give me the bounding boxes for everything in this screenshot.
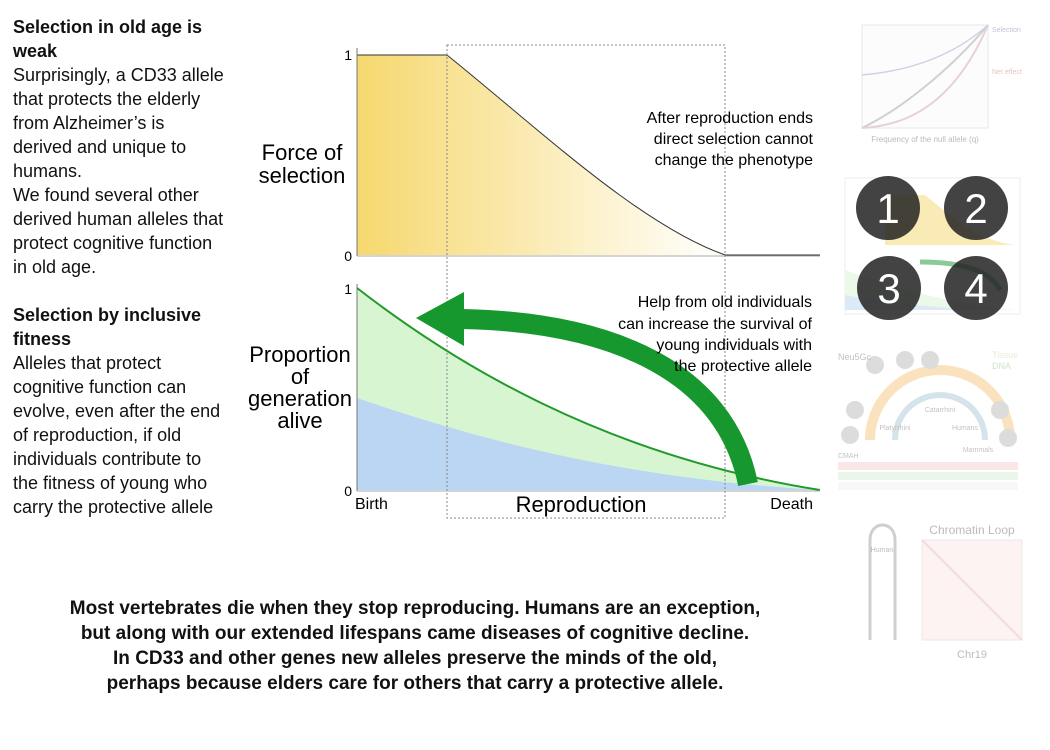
annotation: change the phenotype bbox=[655, 152, 813, 169]
y-tick-label: 1 bbox=[344, 47, 352, 63]
thumb-steps[interactable]: 1 2 3 4 bbox=[844, 176, 1021, 320]
thumb-text: Platyrrhini bbox=[879, 425, 911, 432]
section-heading: Selection by inclusive fitness bbox=[13, 305, 202, 349]
thumb-text: Selection bbox=[992, 27, 1021, 34]
thumb-text: Tissue bbox=[992, 350, 1018, 360]
thumb-text: Frequency of the null allele (q) bbox=[871, 135, 979, 144]
selection-curve bbox=[357, 54, 820, 256]
step-number: 1 bbox=[876, 185, 899, 232]
thumb-plot[interactable]: Frequency of the null allele (q) Selecti… bbox=[861, 24, 1022, 144]
caption-line: but along with our extended lifespans ca… bbox=[80, 623, 750, 644]
annotation: the protective allele bbox=[674, 358, 812, 375]
y-label: alive bbox=[277, 408, 322, 433]
step-badge bbox=[856, 176, 920, 240]
caption-line: Most vertebrates die when they stop repr… bbox=[69, 598, 761, 619]
thumb-text: DNA bbox=[992, 361, 1011, 371]
arrow-head bbox=[416, 292, 464, 346]
baseline-area bbox=[357, 398, 820, 490]
survival-curve bbox=[356, 287, 821, 491]
y-label: generation bbox=[248, 386, 352, 411]
thumb-text: Humans bbox=[952, 425, 979, 432]
section: Selection by inclusive fitness Alleles th… bbox=[13, 303, 225, 519]
y-label: Force of bbox=[262, 140, 344, 165]
thumb-text: Chromatin Loop bbox=[929, 523, 1015, 537]
step-number: 3 bbox=[877, 265, 900, 312]
step-number: 2 bbox=[964, 185, 987, 232]
y-label: Proportion bbox=[249, 342, 351, 367]
left-text: Selection in old age is weak Surprisingly… bbox=[13, 15, 225, 543]
thumb-text: Chr19 bbox=[957, 649, 987, 661]
y-tick-label: 0 bbox=[344, 248, 352, 264]
thumb-text: Mammals bbox=[963, 447, 994, 454]
caption-line: In CD33 and other genes new alleles pres… bbox=[113, 648, 717, 669]
annotation: Help from old individuals bbox=[638, 294, 812, 311]
thumb-text: Net effect bbox=[992, 69, 1022, 76]
y-tick-label: 1 bbox=[344, 281, 352, 297]
x-label: Death bbox=[770, 496, 813, 513]
thumb-text: Neu5Gc bbox=[838, 352, 872, 362]
thumb-chromatin[interactable]: Chromatin Loop Chr19 Human bbox=[868, 523, 1023, 661]
step-badge bbox=[857, 256, 921, 320]
x-label: Reproduction bbox=[516, 492, 647, 517]
help-arrow bbox=[461, 309, 758, 487]
y-label: selection bbox=[259, 163, 346, 188]
section-heading: Selection in old age is weak bbox=[13, 17, 203, 61]
thumb-text: Catarrhini bbox=[925, 407, 956, 414]
annotation: young individuals with bbox=[656, 337, 812, 354]
step-badge bbox=[944, 256, 1008, 320]
thumb-text: CMAH bbox=[838, 453, 859, 460]
y-label: of bbox=[291, 364, 310, 389]
section-paragraph: We found several other derived human all… bbox=[13, 185, 224, 277]
step-number: 4 bbox=[964, 265, 987, 312]
caption-line: perhaps because elders care for others t… bbox=[106, 673, 724, 694]
thumb-text: Human bbox=[871, 547, 894, 554]
section-paragraph: Surprisingly, a CD33 allele that protect… bbox=[13, 65, 224, 181]
annotation: can increase the survival of bbox=[618, 316, 812, 333]
section-paragraph: Alleles that protect cognitive function … bbox=[13, 353, 221, 517]
caption: Most vertebrates die when they stop repr… bbox=[0, 596, 830, 696]
x-label: Birth bbox=[355, 496, 388, 513]
annotation: After reproduction ends bbox=[647, 110, 813, 127]
y-tick-label: 0 bbox=[344, 483, 352, 499]
annotation: direct selection cannot bbox=[654, 131, 814, 148]
reproduction-box bbox=[446, 44, 726, 519]
section: Selection in old age is weak Surprisingly… bbox=[13, 15, 225, 279]
step-badge bbox=[944, 176, 1008, 240]
thumb-tree[interactable]: Neu5Gc Tissue DNA Catarrhini Humans Mamm… bbox=[838, 350, 1018, 490]
